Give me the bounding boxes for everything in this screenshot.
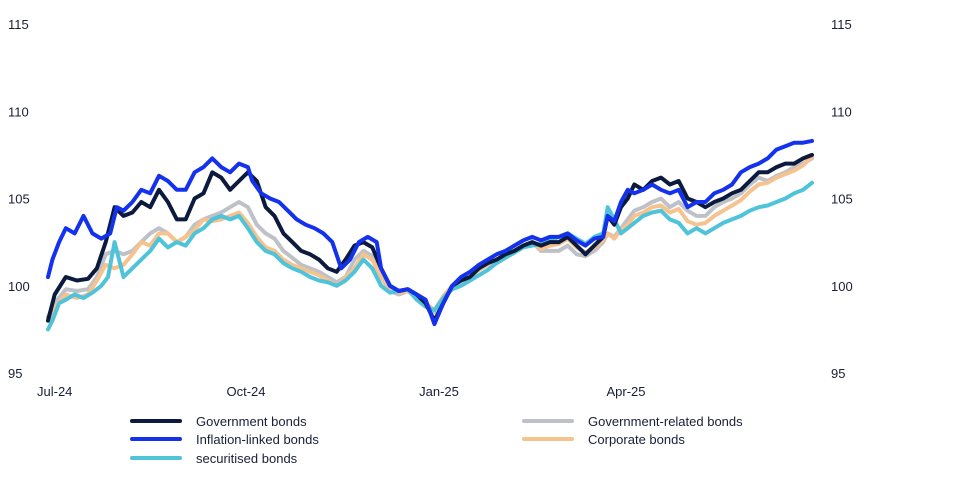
x-tick-label: Oct-24: [226, 384, 265, 399]
series-line-corporate-bonds: [46, 154, 814, 323]
y-tick-label-right: 115: [831, 17, 852, 32]
x-tick-label: Jul-24: [37, 384, 72, 399]
legend-swatch: [130, 419, 182, 423]
legend-item-government-bonds: Government bonds: [130, 412, 307, 430]
legend-swatch: [522, 419, 574, 423]
y-tick-label-left: 105: [8, 192, 30, 207]
series-line-inflation-linked-bonds: [46, 138, 814, 327]
x-tick-label: Jan-25: [419, 384, 459, 399]
legend-swatch: [522, 437, 574, 441]
y-tick-label-left: 95: [8, 366, 22, 381]
y-tick-label-right: 95: [831, 366, 845, 381]
y-tick-label-right: 110: [831, 104, 852, 119]
y-tick-label-right: 105: [831, 192, 853, 207]
y-axis-right: 95 100 105 110 115: [831, 17, 853, 381]
legend-swatch: [130, 437, 182, 441]
legend-swatch: [130, 456, 182, 460]
x-axis: Jul-24 Oct-24 Jan-25 Apr-25: [37, 384, 646, 399]
legend-label: Inflation-linked bonds: [196, 431, 319, 447]
line-chart: 95 100 105 110 115 95 100 105 110 115 Jul-24 Oct-…: [8, 17, 853, 399]
legend-item-securitised-bonds: securitised bonds: [130, 449, 297, 467]
y-tick-label-right: 100: [831, 279, 853, 294]
legend-label: Government bonds: [196, 413, 307, 429]
y-tick-label-left: 115: [8, 17, 29, 32]
y-tick-label-left: 110: [8, 104, 29, 119]
legend-label: Government-related bonds: [588, 413, 743, 429]
legend-label: Corporate bonds: [588, 431, 685, 447]
x-tick-label: Apr-25: [606, 384, 645, 399]
series-line-government-related-bonds: [46, 156, 814, 320]
series-lines: [46, 138, 814, 332]
legend-item-government-related-bonds: Government-related bonds: [522, 412, 743, 430]
legend: Government bonds Government-related bond…: [0, 410, 957, 480]
legend-item-corporate-bonds: Corporate bonds: [522, 430, 685, 448]
legend-item-inflation-linked-bonds: Inflation-linked bonds: [130, 430, 319, 448]
y-axis-left: 95 100 105 110 115: [8, 17, 30, 381]
legend-label: securitised bonds: [196, 450, 298, 466]
y-tick-label-left: 100: [8, 279, 30, 294]
